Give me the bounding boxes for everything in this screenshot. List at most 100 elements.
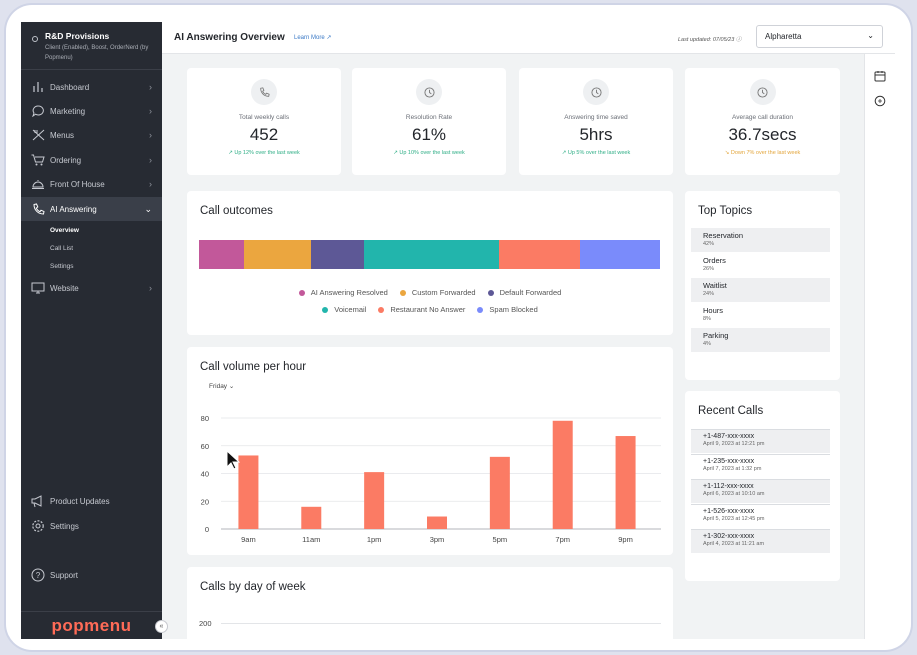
topic-item: Waitlist 24% bbox=[691, 278, 830, 302]
mouse-cursor-icon bbox=[226, 450, 240, 470]
gear-icon bbox=[30, 519, 46, 533]
calendar-icon[interactable] bbox=[874, 70, 886, 82]
sidebar: R&D Provisions Client (Enabled), Boost, … bbox=[21, 22, 168, 639]
subnav-overview[interactable]: Overview bbox=[50, 227, 79, 234]
collapse-sidebar-button[interactable]: « bbox=[155, 620, 168, 633]
stat-label: Resolution Rate bbox=[405, 114, 453, 121]
call-volume-chart: 0 20 40 60 80 9am 11am 1pm 3pm 5pm 7pm 9pm bbox=[201, 414, 661, 544]
org-header[interactable]: R&D Provisions Client (Enabled), Boost, … bbox=[21, 22, 162, 70]
recent-call-item[interactable]: +1-302-xxx-xxxx April 4, 2023 at 11:21 am bbox=[691, 529, 830, 553]
utensils-icon bbox=[30, 128, 46, 142]
trend-up-icon: ↗ bbox=[393, 150, 398, 156]
sidebar-item-menus[interactable]: Menus › bbox=[21, 123, 162, 147]
stat-label: Total weekly calls bbox=[238, 114, 290, 121]
help-icon: ? bbox=[30, 568, 46, 582]
outcome-segment-0[interactable] bbox=[199, 240, 245, 269]
stat-card-total-calls: Total weekly calls 452 ↗ Up 12% over the… bbox=[187, 68, 341, 175]
sidebar-item-front-of-house[interactable]: Front Of House › bbox=[21, 172, 162, 196]
sidebar-item-label: Support bbox=[50, 570, 79, 580]
bar-9pm[interactable] bbox=[615, 436, 636, 529]
chart-icon bbox=[30, 80, 46, 94]
card-title: Recent Calls bbox=[698, 405, 764, 417]
outcome-segment-2[interactable] bbox=[311, 240, 365, 269]
info-icon[interactable]: ⓘ bbox=[735, 37, 742, 43]
sidebar-item-label: Ordering bbox=[50, 155, 82, 165]
recent-call-item[interactable]: +1-235-xxx-xxxx April 7, 2023 at 1:32 pm bbox=[691, 454, 830, 478]
popmenu-logo: popmenu bbox=[51, 615, 132, 635]
clock-icon bbox=[583, 79, 609, 105]
bar-5pm[interactable] bbox=[489, 456, 510, 529]
bar-7pm[interactable] bbox=[552, 420, 573, 529]
stat-value: 452 bbox=[249, 125, 279, 144]
bar-9am[interactable] bbox=[238, 455, 259, 529]
phone-icon bbox=[30, 202, 46, 216]
cart-icon bbox=[30, 153, 46, 167]
topic-percent: 26% bbox=[703, 266, 715, 272]
sidebar-item-website[interactable]: Website › bbox=[21, 276, 162, 300]
megaphone-icon bbox=[30, 494, 46, 508]
stat-trend: ↗ Up 12% over the last week bbox=[187, 150, 341, 156]
page-title: AI Answering Overview bbox=[174, 32, 285, 43]
legend-label: Voicemail bbox=[334, 305, 367, 314]
legend-dot bbox=[378, 307, 385, 314]
learn-more-link[interactable]: Learn More ↗ bbox=[294, 34, 331, 41]
chevron-down-icon: ⌄ bbox=[144, 203, 152, 214]
sidebar-item-ai-answering[interactable]: AI Answering ⌄ bbox=[21, 197, 162, 221]
sidebar-item-ordering[interactable]: Ordering › bbox=[21, 148, 162, 172]
call-date: April 9, 2023 at 12:21 pm bbox=[703, 441, 765, 447]
topic-percent: 42% bbox=[703, 241, 715, 247]
legend-dot bbox=[298, 290, 305, 297]
sidebar-item-support[interactable]: ? Support bbox=[21, 563, 162, 587]
outcome-segment-4[interactable] bbox=[499, 240, 581, 269]
topic-percent: 24% bbox=[703, 291, 715, 297]
chevron-right-icon: › bbox=[149, 82, 152, 92]
legend-dot bbox=[477, 307, 484, 314]
call-outcomes-card: Call outcomes AI Answering Resolved Cust… bbox=[187, 191, 673, 335]
outcome-segment-1[interactable] bbox=[244, 240, 312, 269]
bar-11am[interactable] bbox=[301, 506, 322, 529]
stat-label: Answering time saved bbox=[564, 114, 628, 121]
trend-up-icon: ↗ bbox=[228, 150, 233, 156]
call-date: April 7, 2023 at 1:32 pm bbox=[703, 466, 762, 472]
topic-name: Hours bbox=[703, 306, 724, 315]
trend-up-icon: ↗ bbox=[561, 150, 567, 156]
svg-text:?: ? bbox=[36, 571, 41, 580]
topic-item: Orders 26% bbox=[691, 253, 830, 277]
card-title: Call outcomes bbox=[200, 205, 273, 217]
y-tick-label: 200 bbox=[199, 619, 212, 628]
recent-call-item[interactable]: +1-526-xxx-xxxx April 5, 2023 at 12:45 pm bbox=[691, 504, 830, 528]
call-date: April 4, 2023 at 11:21 am bbox=[703, 541, 765, 547]
bar-1pm[interactable] bbox=[364, 472, 385, 529]
last-updated-text: Last updated: 07/05/23 bbox=[678, 37, 735, 43]
legend-label: Spam Blocked bbox=[489, 305, 538, 314]
sidebar-item-dashboard[interactable]: Dashboard › bbox=[21, 75, 162, 99]
sidebar-item-product-updates[interactable]: Product Updates bbox=[21, 489, 162, 513]
recent-call-item[interactable]: +1-112-xxx-xxxx April 6, 2023 at 10:10 am bbox=[691, 479, 830, 503]
outcomes-legend-row-1: AI Answering Resolved Custom Forwarded D… bbox=[187, 288, 673, 297]
stat-label: Average call duration bbox=[732, 114, 793, 121]
clock-icon bbox=[416, 79, 442, 105]
sidebar-item-settings[interactable]: Settings bbox=[21, 514, 162, 538]
recent-call-item[interactable]: +1-487-xxx-xxxx April 9, 2023 at 12:21 pm bbox=[691, 429, 830, 453]
sidebar-item-marketing[interactable]: Marketing › bbox=[21, 99, 162, 123]
outcome-segment-3[interactable] bbox=[364, 240, 500, 269]
subnav-settings[interactable]: Settings bbox=[50, 263, 74, 270]
day-select[interactable]: Friday ⌄ bbox=[209, 382, 234, 390]
call-number: +1-487-xxx-xxxx bbox=[703, 433, 755, 440]
subnav-call-list[interactable]: Call List bbox=[50, 245, 74, 252]
chat-bubble-icon bbox=[30, 104, 46, 118]
chevron-down-icon: ⌄ bbox=[867, 31, 874, 40]
outcome-segment-5[interactable] bbox=[580, 240, 660, 269]
chat-icon[interactable] bbox=[874, 95, 886, 107]
legend-dot bbox=[322, 307, 329, 314]
stat-value: 36.7secs bbox=[728, 125, 797, 144]
call-number: +1-112-xxx-xxxx bbox=[703, 483, 754, 490]
legend-label: Default Forwarded bbox=[499, 288, 562, 297]
org-name: R&D Provisions bbox=[45, 31, 110, 41]
monitor-icon bbox=[30, 281, 46, 295]
location-select[interactable]: Alpharetta ⌄ bbox=[756, 25, 883, 48]
topic-item: Parking 4% bbox=[691, 328, 830, 352]
bar-3pm[interactable] bbox=[427, 516, 447, 529]
outcomes-legend-row-2: Voicemail Restaurant No Answer Spam Bloc… bbox=[187, 305, 673, 314]
learn-more-label: Learn More bbox=[294, 35, 325, 41]
